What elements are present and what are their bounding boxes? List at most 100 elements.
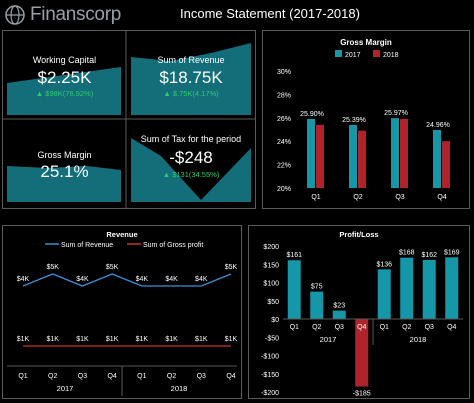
- group-label: 2018: [410, 335, 427, 344]
- x-tick-label: Q4: [447, 324, 456, 331]
- data-label: $23: [333, 303, 345, 310]
- data-label: 25.90%: [300, 111, 324, 118]
- kpi-value: $2.25K: [37, 68, 92, 87]
- data-label: $5K: [46, 264, 59, 271]
- bar: [307, 118, 315, 188]
- kpi-dividers: [3, 31, 255, 208]
- x-tick-label: Q4: [357, 324, 366, 331]
- x-tick-label: Q3: [335, 324, 344, 331]
- kpi-value: 25.1%: [40, 162, 89, 181]
- kpi-sparkline: [7, 67, 121, 115]
- data-label: $1K: [76, 336, 89, 343]
- kpi-delta: ▲ $131(34.55%): [162, 170, 220, 179]
- data-label: $1K: [195, 336, 208, 343]
- x-tick-label: Q3: [425, 324, 434, 331]
- legend-swatch: [335, 50, 342, 57]
- gross-margin-chart: Gross Margin 2017 2018 20% 22% 24% 26% 28% 30% Q1…: [277, 38, 450, 201]
- kpi-working-capital[interactable]: Working Capital $2.25K ▲ $98K(76.92%): [3, 31, 126, 119]
- y-tick-label: $50: [267, 299, 279, 306]
- kpi-tax[interactable]: Sum of Tax for the period -$248 ▲ $131(3…: [127, 120, 255, 208]
- x-tick-label: Q3: [78, 373, 87, 380]
- x-tick-label: Q3: [395, 194, 404, 201]
- data-label: $4K: [195, 276, 208, 283]
- group-label: 2017: [320, 335, 337, 344]
- kpi-revenue[interactable]: Sum of Revenue $18.75K ▲ $.75K(4.17%): [127, 31, 255, 119]
- legend-label: Sum of Revenue: [61, 242, 113, 249]
- x-tick-label: Q1: [380, 324, 389, 331]
- kpi-value: -$248: [169, 148, 213, 167]
- legend-label: 2018: [383, 52, 399, 59]
- data-label: $4K: [17, 276, 30, 283]
- x-tick-label: Q4: [107, 373, 116, 380]
- bar: [442, 141, 450, 188]
- y-tick-label: 22%: [277, 163, 291, 170]
- x-tick-label: Q4: [226, 373, 235, 380]
- bar: [422, 259, 436, 319]
- data-label: $1K: [17, 336, 30, 343]
- data-label: $1K: [225, 336, 238, 343]
- profit-loss-chart: Profit/Loss $200 $150 $100 $50 $0 -$50 -$100 -$1…: [261, 230, 463, 398]
- y-tick-label: -$150: [261, 372, 279, 379]
- data-label: $169: [444, 249, 460, 256]
- kpi-value: $18.75K: [159, 68, 223, 87]
- bar: [400, 118, 408, 188]
- data-label: $5K: [225, 264, 238, 271]
- data-label: 24.96%: [426, 122, 450, 129]
- chart-title: Gross Margin: [340, 38, 392, 47]
- bar: [445, 257, 459, 319]
- x-tick-label: Q3: [197, 373, 206, 380]
- kpi-label: Sum of Tax for the period: [140, 134, 242, 144]
- data-label: $161: [286, 252, 302, 259]
- data-label: 25.39%: [342, 117, 366, 124]
- x-tick-label: Q2: [167, 373, 176, 380]
- y-tick-label: 28%: [277, 92, 291, 99]
- y-tick-label: $150: [263, 262, 279, 269]
- x-tick-label: Q2: [402, 324, 411, 331]
- data-label: $1K: [106, 336, 119, 343]
- x-tick-label: Q1: [137, 373, 146, 380]
- y-tick-label: 20%: [277, 186, 291, 193]
- kpi-gross-margin[interactable]: Gross Margin 25.1%: [3, 120, 126, 208]
- y-tick-label: -$100: [261, 354, 279, 361]
- y-tick-label: -$200: [261, 390, 279, 397]
- data-label: $1K: [165, 336, 178, 343]
- kpi-label: Gross Margin: [37, 150, 92, 160]
- globe-logo-icon: [5, 5, 25, 25]
- bar: [400, 257, 414, 319]
- y-tick-label: -$50: [265, 335, 279, 342]
- data-label: $1K: [136, 336, 149, 343]
- data-label: $168: [399, 250, 415, 257]
- kpi-sparkline: [131, 43, 251, 115]
- bar: [349, 124, 357, 188]
- data-label: $1K: [46, 336, 59, 343]
- x-tick-label: Q1: [290, 324, 299, 331]
- x-tick-label: Q2: [312, 324, 321, 331]
- bar: [358, 130, 366, 188]
- data-label: -$185: [353, 391, 371, 398]
- bar: [332, 310, 346, 319]
- revenue-panel: Revenue Sum of Revenue Sum of Gross profit…: [2, 225, 242, 399]
- data-label: $4K: [165, 276, 178, 283]
- data-label: $4K: [136, 276, 149, 283]
- bar: [433, 129, 441, 188]
- bar: [355, 319, 369, 387]
- y-tick-label: 26%: [277, 116, 291, 123]
- group-label: 2018: [171, 384, 188, 393]
- kpi-label: Sum of Revenue: [157, 55, 225, 65]
- x-tick-label: Q2: [48, 373, 57, 380]
- data-label: $162: [421, 252, 437, 259]
- legend-swatch: [373, 50, 380, 57]
- bar: [391, 118, 399, 188]
- brand-name: Finanscorp: [30, 4, 121, 25]
- kpi-sparkline: [7, 166, 121, 202]
- bar: [310, 291, 324, 319]
- data-label: $75: [311, 284, 323, 291]
- bar: [316, 124, 324, 188]
- group-label: 2017: [57, 384, 74, 393]
- data-label: 25.97%: [384, 110, 408, 117]
- x-tick-label: Q4: [437, 194, 446, 201]
- x-tick-label: Q2: [353, 194, 362, 201]
- kpi-delta: ▲ $.75K(4.17%): [163, 89, 219, 98]
- kpi-label: Working Capital: [32, 55, 97, 65]
- revenue-chart: Revenue Sum of Revenue Sum of Gross profit…: [7, 230, 238, 396]
